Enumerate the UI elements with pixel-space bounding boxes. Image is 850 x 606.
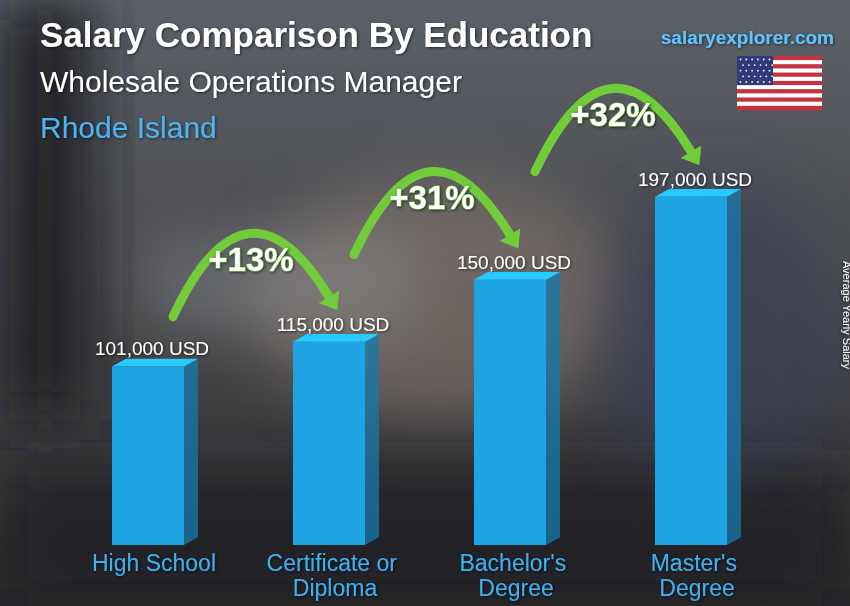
flag-star [742,75,744,77]
category-label: Bachelor's Degree [459,550,572,601]
annotation: +31% [389,179,474,216]
bar-top [112,359,198,367]
category-label: High School [92,550,216,576]
bar [655,197,727,545]
flag-star [765,75,767,77]
category-line: Certificate or [267,550,404,576]
flag-canton [737,56,773,85]
bar-side [184,359,198,545]
category-line: Diploma [293,575,378,601]
data-label: 115,000 USD [277,314,390,335]
data-label: 101,000 USD [95,338,209,359]
subtitle: Wholesale Operations Manager [40,65,462,98]
title: Salary Comparison By Education [40,15,592,54]
location: Rhode Island [40,111,217,144]
flag-star [742,64,744,66]
bars [112,189,741,545]
source: salaryexplorer.com [661,27,834,48]
category-line: Master's [651,550,744,576]
flag-stripe [737,98,822,102]
bar [474,280,546,545]
arrow [173,233,329,316]
category-line: Degree [659,575,734,601]
annotation: +32% [570,96,655,133]
flag-star [760,75,762,77]
background [0,0,850,606]
flag-star [751,70,753,72]
flag-star [740,59,742,61]
bar-side [546,272,560,545]
flag-star [748,75,750,77]
flag-star [763,81,765,83]
category-line: Degree [478,575,553,601]
flag-star [740,81,742,83]
bar-side [365,334,379,545]
flag-star [745,59,747,61]
flag-star [765,64,767,66]
bar-side [727,189,741,545]
flag-star [745,81,747,83]
flag-star [754,64,756,66]
labels: 101,000 USD High School 115,000 USD Certifi… [92,169,752,601]
arrow-head [319,290,339,310]
annotation: +13% [208,241,293,278]
arrows: +13% +31% +32% [173,88,701,316]
bg-shape [0,0,90,420]
category-line: High School [92,550,216,576]
flag-star [757,70,759,72]
flag [737,56,822,110]
flag-stripe [737,93,822,97]
flag-stripe [737,89,822,93]
bar-top [474,272,560,280]
data-label: 150,000 USD [457,252,571,273]
arrow [354,171,510,254]
data-label: 197,000 USD [638,169,752,190]
y-label: Average Yearly Salary [841,261,850,370]
flag-star [763,59,765,61]
flag-star [748,64,750,66]
flag-star [754,75,756,77]
category-label: Master's Degree [651,550,744,601]
flag-stripe [737,85,822,89]
flag-star [769,81,771,83]
flag-star [760,64,762,66]
category-line: Bachelor's [459,550,572,576]
bar-top [293,334,379,342]
flag-stripe [737,106,822,110]
flag-star [771,64,773,66]
flag-star [740,70,742,72]
bar [293,342,365,545]
chart: Salary Comparison By Education Wholesale … [0,0,850,606]
arrow [535,88,691,171]
flag-star [769,59,771,61]
flag-star [757,81,759,83]
bar [112,366,184,545]
flag-star [757,59,759,61]
arrow-head [500,229,520,249]
flag-star [751,59,753,61]
chart-root: Salary Comparison By Education Wholesale … [0,0,850,606]
flag-star [769,70,771,72]
bar-top [655,189,741,197]
flag-star [771,75,773,77]
arrow-head [681,145,701,165]
category-label: Certificate or Diploma [267,550,404,601]
flag-star [745,70,747,72]
flag-stripe [737,102,822,106]
flag-star [751,81,753,83]
flag-star [763,70,765,72]
